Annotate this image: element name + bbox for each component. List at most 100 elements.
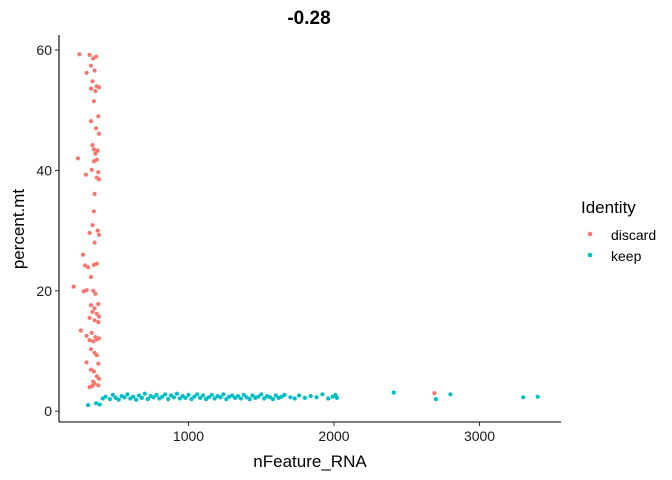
point-discard [92, 68, 97, 73]
point-keep [292, 396, 297, 401]
point-discard [96, 361, 101, 366]
point-discard [75, 156, 80, 161]
point-discard [432, 391, 437, 396]
point-keep [521, 395, 526, 400]
point-discard [87, 230, 92, 236]
point-keep [166, 397, 171, 402]
point-keep [297, 393, 302, 398]
point-discard [94, 311, 99, 316]
point-discard [87, 52, 92, 58]
point-discard [87, 385, 92, 390]
y-tick-label: 60 [36, 42, 52, 58]
point-discard [91, 147, 96, 152]
point-discard [96, 114, 101, 119]
point-keep [125, 392, 130, 397]
point-discard [90, 79, 95, 84]
point-keep [209, 392, 214, 397]
point-discard [96, 383, 101, 388]
point-keep [288, 395, 293, 400]
point-keep [238, 396, 243, 401]
point-discard [87, 338, 92, 343]
legend-label-keep: keep [611, 248, 642, 264]
y-tick-label: 40 [36, 162, 52, 178]
point-keep [230, 393, 235, 398]
point-keep [139, 395, 144, 400]
point-discard [96, 301, 101, 307]
point-keep [116, 397, 121, 402]
y-ticks: 0 20 40 60 [36, 42, 59, 419]
point-keep [250, 393, 255, 398]
point-keep [302, 395, 307, 400]
point-discard [91, 99, 96, 104]
point-discard [71, 284, 76, 289]
point-keep [448, 392, 453, 397]
point-keep [262, 396, 267, 401]
point-discard [90, 309, 95, 314]
point-keep [270, 397, 275, 402]
point-discard [88, 274, 94, 280]
point-keep [107, 397, 112, 402]
point-discard [96, 131, 102, 136]
y-tick-label: 0 [44, 403, 52, 419]
point-discard [84, 70, 89, 75]
point-keep [273, 393, 278, 398]
point-keep [174, 391, 179, 396]
point-discard [84, 360, 89, 365]
point-discard [86, 265, 91, 270]
point-discard [77, 52, 82, 57]
point-keep [535, 394, 540, 399]
point-keep [201, 393, 206, 398]
legend-swatch-keep [587, 252, 593, 258]
point-discard [95, 148, 100, 153]
point-discard [91, 369, 96, 374]
point-discard [93, 291, 98, 296]
point-discard [90, 223, 95, 228]
point-discard [93, 88, 98, 94]
point-discard [96, 85, 102, 90]
legend: Identity discard keep [581, 198, 656, 264]
point-discard [87, 315, 92, 320]
point-keep [282, 392, 287, 397]
point-keep [224, 397, 229, 402]
point-keep [320, 392, 325, 397]
point-discard [96, 232, 102, 237]
point-keep [334, 395, 339, 400]
point-discard [91, 159, 96, 164]
x-tick-label: 3000 [464, 428, 495, 444]
point-discard [92, 318, 97, 323]
point-discard [92, 306, 97, 311]
point-discard [92, 240, 97, 245]
point-keep [103, 394, 108, 399]
point-keep [247, 397, 252, 402]
point-keep [314, 395, 319, 400]
point-keep [97, 402, 102, 407]
x-axis-title: nFeature_RNA [253, 452, 367, 471]
point-discard [78, 328, 83, 333]
point-keep [221, 392, 226, 397]
point-keep [195, 392, 200, 397]
point-discard [88, 86, 94, 91]
point-discard [92, 191, 97, 196]
point-keep [171, 395, 177, 400]
point-keep [136, 393, 142, 398]
point-discard [88, 63, 94, 68]
point-discard [88, 119, 94, 124]
point-keep [218, 395, 223, 400]
x-tick-label: 2000 [318, 428, 349, 444]
point-keep [198, 395, 203, 400]
point-keep [94, 401, 99, 406]
point-keep [183, 395, 188, 400]
point-keep [256, 394, 261, 399]
point-keep [326, 396, 331, 401]
legend-swatch-discard [587, 231, 593, 237]
point-keep [151, 395, 156, 400]
point-discard [89, 330, 94, 335]
point-discard [93, 151, 98, 156]
point-discard [91, 288, 96, 293]
legend-label-discard: discard [611, 227, 656, 243]
point-keep [189, 397, 194, 402]
point-discard [96, 336, 102, 341]
point-keep [241, 392, 246, 397]
point-discard [96, 314, 102, 319]
point-discard [84, 333, 89, 338]
